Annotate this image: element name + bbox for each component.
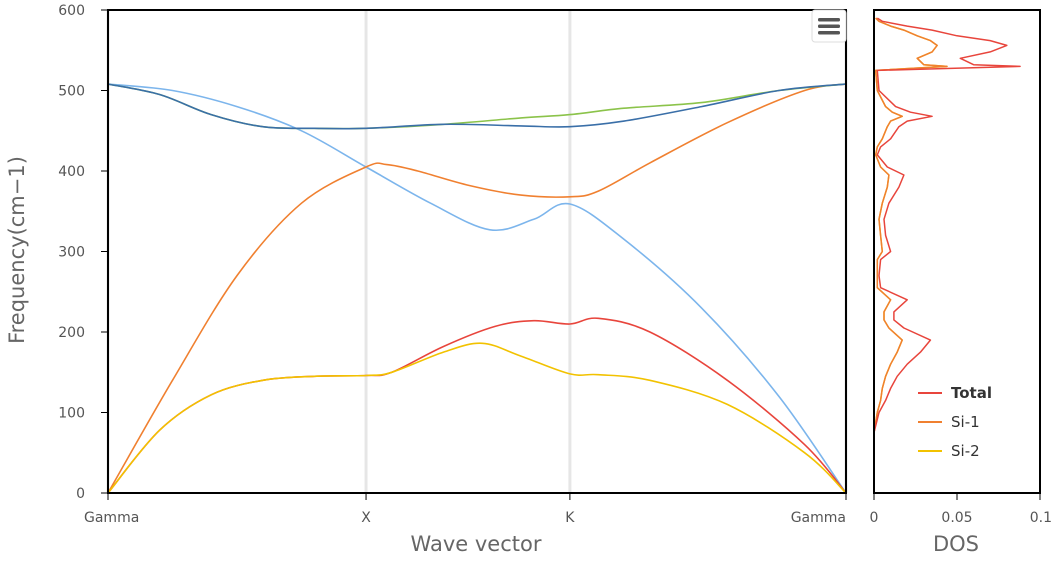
band-y-tick-label: 200 — [58, 325, 85, 341]
dos-x-axis-title: DOS — [933, 532, 979, 556]
band-series-line — [107, 83, 847, 494]
legend-item[interactable]: Si-2 — [918, 442, 980, 460]
band-y-tick-label: 300 — [58, 245, 85, 261]
band-x-tick-label: X — [361, 510, 371, 526]
dos-x-ticks: 0 0.05 0.1 — [870, 493, 1052, 526]
band-series-line — [107, 342, 847, 494]
band-plot-frame — [107, 9, 847, 494]
band-structure-panel: 0 100 200 300 400 500 600 Gamma X K Gamma Wave ve… — [5, 3, 848, 556]
dos-series-line — [873, 17, 948, 433]
dos-series-line — [873, 17, 1021, 433]
band-y-tick-label: 500 — [58, 84, 85, 100]
band-grid — [106, 10, 848, 493]
dos-x-tick-label: 0.1 — [1030, 510, 1052, 526]
dos-legend: Total Si-1 Si-2 — [918, 384, 992, 460]
dos-lines — [873, 17, 1021, 433]
chart-menu-button[interactable] — [811, 9, 847, 43]
legend-label: Si-1 — [951, 413, 980, 431]
legend-label: Si-2 — [951, 442, 980, 460]
band-x-tick-label: Gamma — [791, 510, 846, 526]
band-x-ticks: Gamma X K Gamma — [84, 493, 847, 526]
band-y-tick-label: 100 — [58, 406, 85, 422]
band-series-line — [107, 83, 847, 494]
band-y-ticks: 0 100 200 300 400 500 600 — [58, 3, 108, 502]
band-x-tick-label: K — [565, 510, 575, 526]
band-y-axis-title: Frequency(cm−1) — [5, 156, 29, 344]
dos-x-tick-label: 0 — [870, 510, 879, 526]
band-y-tick-label: 600 — [58, 3, 85, 19]
hamburger-menu-icon — [818, 18, 840, 35]
band-series-line — [107, 83, 847, 130]
band-x-tick-label: Gamma — [84, 510, 139, 526]
band-y-tick-label: 400 — [58, 164, 85, 180]
legend-label: Total — [951, 384, 992, 402]
legend-item[interactable]: Si-1 — [918, 413, 980, 431]
legend-item[interactable]: Total — [918, 384, 992, 402]
band-y-tick-label: 0 — [76, 486, 85, 502]
band-x-axis-title: Wave vector — [411, 532, 542, 556]
band-series-line — [107, 83, 847, 130]
dos-panel: 0 0.05 0.1 DOS Total Si-1 Si-2 — [870, 9, 1052, 556]
dos-x-tick-label: 0.05 — [941, 510, 972, 526]
band-lines — [107, 83, 847, 494]
